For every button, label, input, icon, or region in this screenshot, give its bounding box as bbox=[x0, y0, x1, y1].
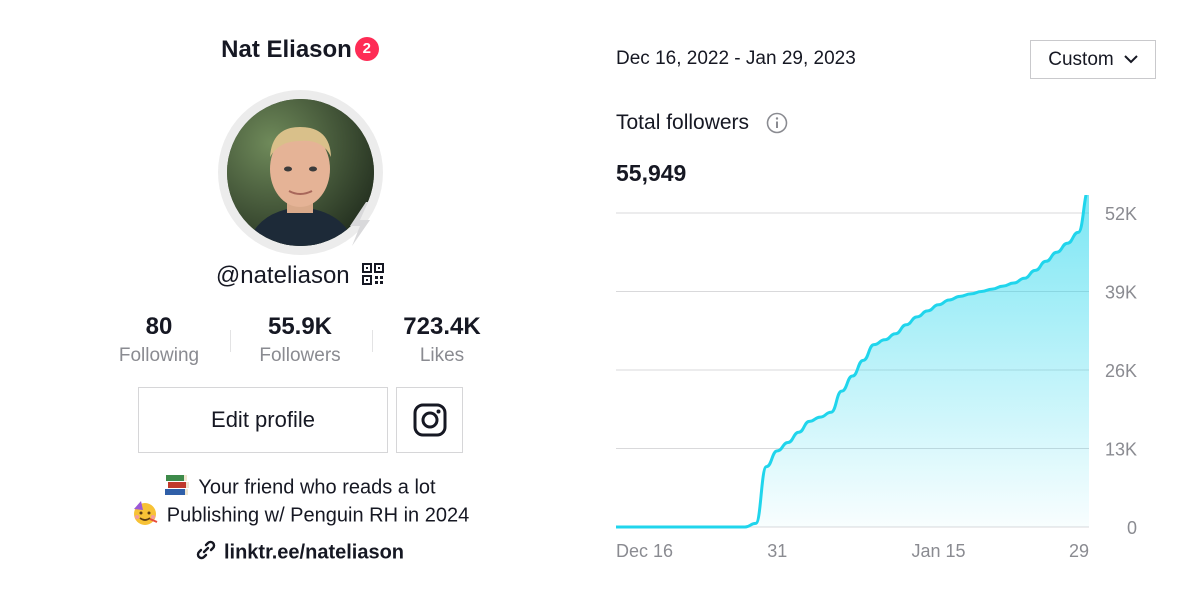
followers-chart: 52K 39K 26K 13K 0 Dec 16 31 Jan 15 29 bbox=[616, 195, 1137, 561]
link-text: linktr.ee/nateliason bbox=[223, 541, 405, 564]
stat-label: Likes bbox=[419, 345, 465, 366]
stat-followers[interactable]: 55.9K Followers bbox=[225, 313, 375, 367]
range-selector-dropdown[interactable]: Custom bbox=[1030, 40, 1156, 79]
stat-value: 80 bbox=[145, 313, 173, 340]
y-tick-label: 13K bbox=[1105, 440, 1137, 460]
profile-link[interactable]: linktr.ee/nateliason bbox=[0, 540, 600, 566]
x-tick-label: 31 bbox=[767, 541, 787, 561]
stat-likes[interactable]: 723.4K Likes bbox=[367, 313, 517, 367]
y-tick-label: 0 bbox=[1127, 518, 1137, 538]
books-icon bbox=[164, 474, 190, 502]
info-icon[interactable] bbox=[766, 112, 788, 134]
qr-code-icon[interactable] bbox=[362, 262, 385, 290]
instagram-icon bbox=[413, 403, 446, 437]
x-tick-label: Jan 15 bbox=[911, 541, 965, 561]
edit-profile-button[interactable]: Edit profile bbox=[138, 387, 388, 453]
avatar[interactable] bbox=[227, 99, 374, 246]
stat-label: Followers bbox=[259, 345, 341, 366]
stat-value: 55.9K bbox=[267, 313, 333, 340]
date-range: Dec 16, 2022 - Jan 29, 2023 bbox=[616, 48, 856, 69]
stat-divider bbox=[372, 330, 373, 352]
ring-decoration-icon bbox=[350, 202, 370, 246]
bio-text: Your friend who reads a lot bbox=[198, 476, 436, 499]
bio-line: Your friend who reads a lot bbox=[0, 474, 600, 502]
chart-area bbox=[616, 195, 1089, 527]
stat-divider bbox=[230, 330, 231, 352]
metric-value: 55,949 bbox=[616, 160, 687, 186]
y-tick-label: 26K bbox=[1105, 361, 1137, 381]
x-tick-label: 29 bbox=[1069, 541, 1089, 561]
range-selector-label: Custom bbox=[1048, 48, 1114, 70]
profile-name: Nat Eliason bbox=[221, 36, 352, 63]
metric-title: Total followers bbox=[616, 111, 750, 134]
chevron-down-icon bbox=[1124, 55, 1138, 64]
stat-value: 723.4K bbox=[403, 313, 481, 340]
x-tick-label: Dec 16 bbox=[616, 541, 673, 561]
stat-label: Following bbox=[118, 345, 200, 366]
party-face-icon bbox=[131, 500, 159, 532]
notification-badge[interactable]: 2 bbox=[354, 37, 379, 61]
y-tick-label: 52K bbox=[1105, 204, 1137, 224]
link-icon bbox=[196, 540, 216, 566]
avatar-ring[interactable] bbox=[218, 90, 383, 255]
profile-handle: @nateliason bbox=[215, 262, 350, 289]
instagram-button[interactable] bbox=[396, 387, 463, 453]
stat-following[interactable]: 80 Following bbox=[84, 313, 234, 367]
bio-line: Publishing w/ Penguin RH in 2024 bbox=[0, 500, 600, 532]
bio-text: Publishing w/ Penguin RH in 2024 bbox=[166, 504, 470, 527]
chart-line bbox=[616, 195, 1088, 529]
handle-row: @nateliason bbox=[0, 262, 600, 290]
y-tick-label: 39K bbox=[1105, 283, 1137, 303]
profile-header: Nat Eliason 2 bbox=[0, 36, 600, 64]
